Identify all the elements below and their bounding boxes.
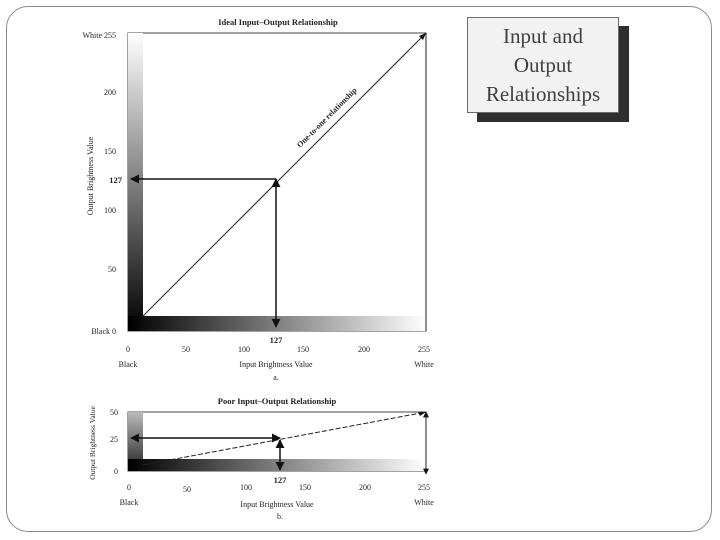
diagram-a-x-end-right: White (414, 360, 434, 369)
diagram-a-x-tick: 50 (182, 345, 190, 354)
diagram-b-x-axis-label: Input Brightness Value (240, 500, 314, 509)
diagram-b-input-gradient (128, 459, 426, 471)
diagram-b-x-tick: 200 (359, 483, 371, 492)
diagram-a-y-tick: 150 (104, 147, 116, 156)
diagram-a-diagonal (142, 32, 427, 317)
diagram-a-y-ticks: White 255 200 150 100 50 Black 0 (82, 31, 116, 336)
diagram-b-x-tick: 100 (240, 483, 252, 492)
diagram-a-title: Ideal Input–Output Relationship (218, 17, 338, 27)
diagram-a-x-tick: 255 (418, 345, 430, 354)
diagram-a-marker-x: 127 (270, 335, 284, 345)
diagram-a-y-tick: 200 (104, 88, 116, 97)
diagram-b-y-axis-label: Output Brightness Value (88, 406, 97, 480)
diagram-a-y-axis-label: Output Brightness Value (86, 136, 95, 215)
diagram-a-x-tick: 200 (358, 345, 370, 354)
diagram-a-y-tick: 50 (108, 265, 116, 274)
diagram-b-x-ticks: 0 50 100 150 200 255 (127, 483, 430, 494)
diagram-b-slope-arrowhead (418, 412, 426, 416)
diagram-a-input-gradient (128, 316, 426, 331)
diagram-b-x-tick: 0 (127, 483, 131, 492)
diagram-b-slope-line (142, 411, 427, 466)
diagram-a-diagonal-label: One-to-one relationship (295, 85, 359, 149)
slide-title: Input and Output Relationships (485, 23, 601, 106)
diagram-b-x-tick: 50 (183, 485, 191, 494)
diagram-a-x-tick: 100 (238, 345, 250, 354)
diagram-b-panel-label: b. (277, 512, 283, 521)
diagram-a-diagonal-arrowhead (419, 33, 426, 40)
diagram-b-y-tick: 50 (110, 408, 118, 417)
diagram-a-x-axis-label: Input Brightness Value (239, 360, 313, 369)
diagram-b-x-tick: 255 (418, 483, 430, 492)
diagram-b-x-end-left: Black (120, 498, 139, 507)
diagram-a-marker-y: 127 (109, 175, 123, 185)
diagram-a-x-tick: 150 (297, 345, 309, 354)
diagram-a-x-end-left: Black (119, 360, 138, 369)
diagram-b-y-tick: 25 (110, 435, 118, 444)
diagram-a-y-tick: White 255 (82, 31, 116, 40)
diagram-b-y-ticks: 50 25 0 (110, 408, 118, 476)
diagram-b-x-tick: 150 (299, 483, 311, 492)
diagram-a-output-gradient (128, 33, 143, 331)
diagram-b-y-tick: 0 (114, 467, 118, 476)
diagram-a-x-ticks: 0 50 100 150 200 255 (126, 345, 430, 354)
diagram-b-title: Poor Input–Output Relationship (218, 396, 337, 406)
diagram-a-x-tick: 0 (126, 345, 130, 354)
diagram-a: Ideal Input–Output Relationship One-to-o… (82, 17, 434, 382)
diagram-b-x-end-right: White (414, 498, 434, 507)
diagram-b: Poor Input–Output Relationship 127 50 25… (88, 396, 434, 521)
diagram-a-panel-label: a. (273, 373, 279, 382)
diagram-b-marker-x: 127 (274, 475, 288, 485)
diagram-a-y-tick: Black 0 (91, 327, 116, 336)
slide-title-box: Input and Output Relationships (467, 17, 619, 113)
diagram-a-y-tick: 100 (104, 206, 116, 215)
